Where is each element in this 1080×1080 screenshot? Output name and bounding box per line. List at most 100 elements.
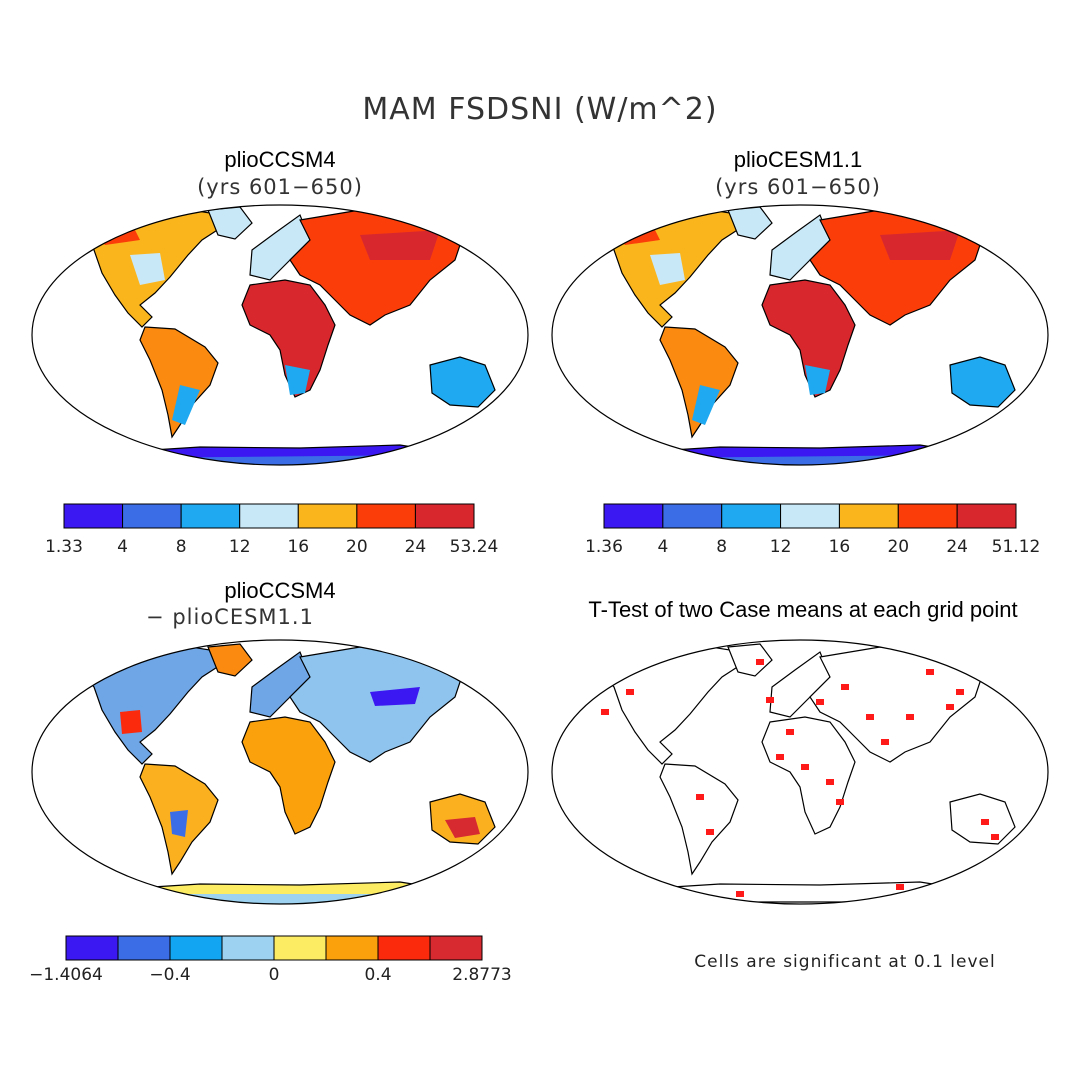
panel-3-subtitle: − plioCESM1.1 xyxy=(146,605,314,629)
map-panel-2 xyxy=(551,204,1049,466)
colorbar-swatch xyxy=(325,935,379,961)
colorbar-swatch xyxy=(838,503,899,529)
colorbar-swatch xyxy=(780,503,840,529)
significance-note: Cells are significant at 0.1 level xyxy=(694,952,996,972)
significant-cell xyxy=(786,729,794,735)
map-panel-1 xyxy=(31,204,529,466)
colorbar-label: 2.8773 xyxy=(452,965,511,985)
field-patch xyxy=(445,817,480,838)
colorbar-swatch xyxy=(65,935,119,961)
continent-southAmerica xyxy=(139,326,219,439)
continent-africa xyxy=(761,716,856,835)
colorbar-label: 4 xyxy=(117,537,128,557)
colorbar-swatch xyxy=(297,503,358,529)
field-patch xyxy=(650,253,685,285)
significant-cell xyxy=(776,754,784,760)
map-border xyxy=(551,204,1049,466)
panel-3-title: plioCCSM4 xyxy=(224,578,336,603)
figure-title: MAM FSDSNI (W/m^2) xyxy=(362,92,718,127)
continent-greenland xyxy=(207,643,253,677)
colorbar-swatch xyxy=(429,935,483,961)
colorbar-swatch xyxy=(662,503,723,529)
field-patch xyxy=(285,365,310,395)
significant-cell xyxy=(816,699,824,705)
field-patch xyxy=(110,894,450,904)
colorbar-label: 53.24 xyxy=(450,537,499,557)
field-patch xyxy=(805,365,830,395)
colorbar-label: 8 xyxy=(716,537,727,557)
significant-cell xyxy=(736,891,744,897)
colorbar-swatch xyxy=(356,503,416,529)
colorbar-label: 16 xyxy=(829,537,851,557)
continent-antarctica xyxy=(624,881,971,903)
map-border xyxy=(31,204,529,466)
colorbar-swatch xyxy=(63,503,124,529)
field-patch xyxy=(172,385,200,425)
continent-australia xyxy=(949,356,1016,408)
significant-cell xyxy=(991,834,999,840)
field-patch xyxy=(692,385,720,425)
colorbar-1: 1.33 4 8 12 16 20 24 53.24 xyxy=(45,503,499,557)
significant-cell xyxy=(601,709,609,715)
field-patch xyxy=(360,230,440,260)
continent-southAmerica xyxy=(659,326,739,439)
map-panel-4 xyxy=(551,639,1049,905)
panel-1-title: plioCCSM4 xyxy=(224,147,336,172)
significant-cell xyxy=(866,714,874,720)
colorbar-label: −0.4 xyxy=(149,965,190,985)
significant-cell xyxy=(906,714,914,720)
colorbar-label: 20 xyxy=(346,537,368,557)
field-patch xyxy=(880,230,960,260)
continent-africa xyxy=(761,279,856,398)
colorbar-label: 16 xyxy=(287,537,309,557)
significant-cell xyxy=(756,659,764,665)
colorbar-label: 12 xyxy=(229,537,251,557)
continent-greenland xyxy=(207,206,253,240)
significant-cell xyxy=(841,684,849,690)
colorbar-label: 1.36 xyxy=(585,537,623,557)
significant-cell xyxy=(881,739,889,745)
colorbar-swatch xyxy=(239,503,299,529)
colorbar-swatch xyxy=(117,935,171,961)
panel-2-title: plioCESM1.1 xyxy=(733,147,863,172)
colorbar-3: −1.4064 −0.4 0 0.4 2.8773 xyxy=(29,935,512,985)
map-border xyxy=(551,639,1049,905)
significant-cell xyxy=(946,704,954,710)
map-border xyxy=(31,639,529,905)
continent-africa xyxy=(241,279,336,398)
continent-southAmerica xyxy=(659,763,739,876)
colorbar-swatch xyxy=(897,503,958,529)
field-patch xyxy=(640,455,960,465)
colorbar-label: 24 xyxy=(946,537,968,557)
significant-cell xyxy=(926,669,934,675)
colorbar-label: 24 xyxy=(405,537,427,557)
significant-cell xyxy=(696,794,704,800)
colorbar-swatch xyxy=(956,503,1017,529)
panel-2-subtitle: (yrs 601−650) xyxy=(715,175,881,199)
colorbar-label: 12 xyxy=(770,537,792,557)
significant-cell xyxy=(981,819,989,825)
significant-cell xyxy=(946,894,954,900)
significant-cell xyxy=(956,689,964,695)
colorbar-swatch xyxy=(122,503,182,529)
colorbar-label: 51.12 xyxy=(992,537,1041,557)
colorbar-swatch xyxy=(377,935,431,961)
continent-australia xyxy=(429,356,496,408)
field-patch xyxy=(130,253,165,285)
colorbar-label: 8 xyxy=(176,537,187,557)
colorbar-swatch xyxy=(180,503,241,529)
colorbar-swatch xyxy=(273,935,327,961)
significant-cell xyxy=(836,799,844,805)
significant-cell xyxy=(626,689,634,695)
colorbar-label: 1.33 xyxy=(45,537,83,557)
significant-cell xyxy=(826,779,834,785)
colorbar-2: 1.36 4 8 12 16 20 24 51.12 xyxy=(585,503,1041,557)
map-panel-3 xyxy=(31,639,529,905)
colorbar-swatch xyxy=(169,935,223,961)
continent-greenland xyxy=(727,206,773,240)
colorbar-label: 4 xyxy=(657,537,668,557)
colorbar-swatch xyxy=(221,935,275,961)
field-patch xyxy=(120,710,142,734)
continent-greenland xyxy=(727,643,773,677)
field-patch xyxy=(120,455,440,465)
